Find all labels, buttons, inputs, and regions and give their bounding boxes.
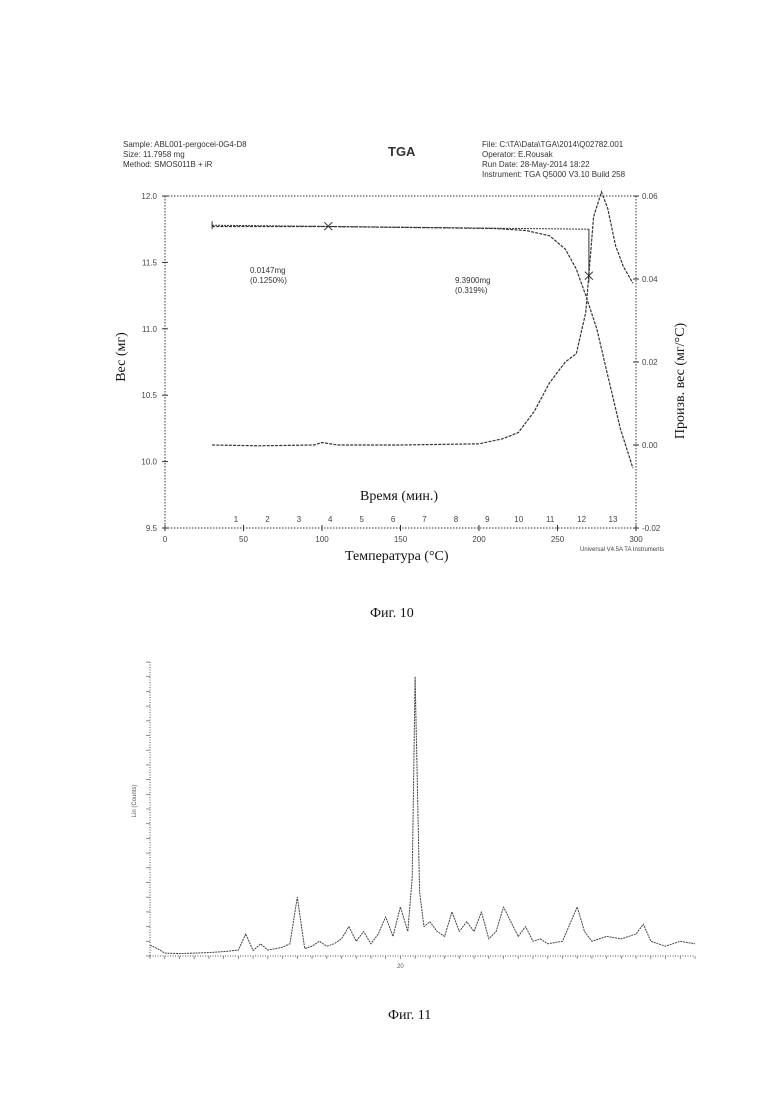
tga-x-tick-label: 100 bbox=[315, 535, 329, 544]
tga-time-tick-label: 2 bbox=[265, 515, 270, 524]
step-marker-line bbox=[212, 225, 589, 229]
tga-x-tick-label: 200 bbox=[472, 535, 486, 544]
tga-time-tick-label: 5 bbox=[359, 515, 364, 524]
tga-x-tick-label: 300 bbox=[629, 535, 643, 544]
tga-time-tick-label: 6 bbox=[391, 515, 396, 524]
tga-time-tick-label: 13 bbox=[609, 515, 618, 524]
tga-time-tick-label: 7 bbox=[422, 515, 427, 524]
xrpd-pattern-line bbox=[150, 677, 695, 954]
tga-y2-tick-label: 0.04 bbox=[642, 275, 658, 284]
annotation-2-line2: (0.319%) bbox=[455, 286, 487, 296]
tga-weight-curve bbox=[212, 227, 633, 469]
tga-time-tick-label: 4 bbox=[328, 515, 333, 524]
instrument-footer: Universal V4.5A TA Instruments bbox=[580, 547, 664, 553]
tga-time-tick-label: 8 bbox=[454, 515, 459, 524]
tga-temp-axis-title: Температура (°C) bbox=[345, 549, 449, 565]
tga-time-tick-label: 3 bbox=[297, 515, 302, 524]
tga-y2-tick-label: 0.06 bbox=[642, 192, 658, 201]
annotation-1-line2: (0.1250%) bbox=[250, 276, 287, 286]
figure-10-caption: Фиг. 10 bbox=[370, 606, 414, 622]
tga-y-tick-label: 12.0 bbox=[141, 192, 157, 201]
figure-11-caption: Фиг. 11 bbox=[388, 1008, 431, 1024]
tga-x-tick-label: 0 bbox=[163, 535, 168, 544]
tga-time-tick-label: 1 bbox=[234, 515, 239, 524]
tga-y-tick-label: 11.0 bbox=[142, 325, 158, 334]
xrpd-x-tick-label: 20 bbox=[397, 964, 404, 970]
tga-y2-tick-label: 0.00 bbox=[642, 441, 658, 450]
tga-y-tick-label: 11.5 bbox=[142, 258, 158, 267]
annotation-1-line1: 0.0147mg bbox=[250, 266, 286, 276]
xrpd-plot: 20 bbox=[0, 640, 780, 980]
tga-time-tick-label: 11 bbox=[546, 515, 555, 524]
tga-x-tick-label: 50 bbox=[239, 535, 248, 544]
tga-time-tick-label: 10 bbox=[514, 515, 523, 524]
tga-y-tick-label: 10.0 bbox=[141, 458, 157, 467]
tga-time-tick-label: 12 bbox=[577, 515, 586, 524]
tga-x-tick-label: 250 bbox=[551, 535, 565, 544]
xrpd-y-axis-title: Lin (Counts) bbox=[132, 776, 142, 826]
tga-plot: 12.0 11.5 11.0 10.5 10.0 9.5 0.06 0.04 0.02 0.00 -… bbox=[0, 0, 780, 600]
tga-time-tick-label: 9 bbox=[485, 515, 490, 524]
annotation-2-line1: 9.3900mg bbox=[455, 276, 491, 286]
tga-y2-tick-label: -0.02 bbox=[642, 524, 661, 533]
tga-y-tick-label: 9.5 bbox=[146, 524, 158, 533]
tga-derivative-curve bbox=[212, 192, 633, 446]
tga-time-axis-title: Время (мин.) bbox=[360, 489, 438, 505]
tga-y2-tick-label: 0.02 bbox=[642, 358, 658, 367]
tga-y-tick-label: 10.5 bbox=[141, 391, 157, 400]
tga-x-tick-label: 150 bbox=[394, 535, 408, 544]
